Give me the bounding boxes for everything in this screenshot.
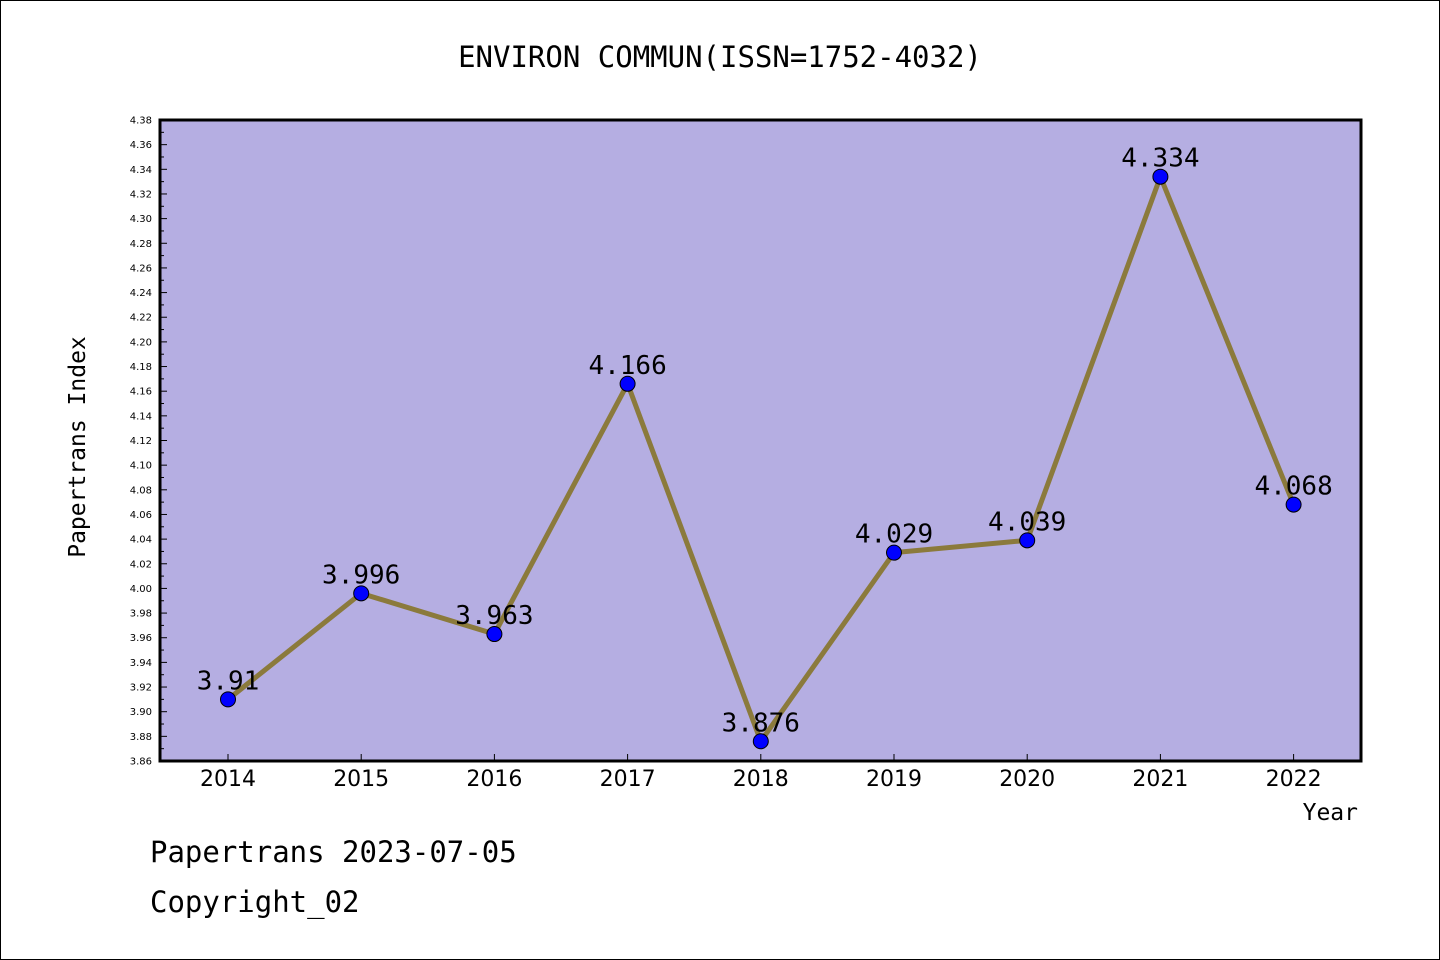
data-point bbox=[1019, 532, 1036, 549]
footer-date: Papertrans 2023-07-05 bbox=[150, 835, 517, 869]
data-point bbox=[619, 375, 636, 392]
data-label: 4.068 bbox=[1254, 472, 1332, 502]
y-tick-label: 4.14 bbox=[130, 411, 152, 422]
footer-copyright: Copyright_02 bbox=[150, 885, 360, 919]
y-tick-label: 4.28 bbox=[130, 239, 152, 250]
y-tick-label: 4.22 bbox=[130, 313, 152, 324]
x-tick-label: 2021 bbox=[1132, 767, 1188, 792]
y-tick-label: 4.32 bbox=[130, 189, 152, 200]
data-point bbox=[1285, 496, 1302, 513]
y-tick-label: 4.06 bbox=[130, 510, 152, 521]
y-tick-label: 4.10 bbox=[130, 461, 152, 472]
data-label: 4.029 bbox=[855, 520, 933, 550]
x-tick-label: 2020 bbox=[999, 767, 1055, 792]
data-point bbox=[886, 544, 902, 561]
chart-title: ENVIRON COMMUN(ISSN=1752-4032) bbox=[458, 40, 982, 74]
x-tick-label: 2014 bbox=[200, 767, 256, 792]
data-point bbox=[752, 733, 769, 750]
x-tick-label: 2022 bbox=[1266, 767, 1322, 792]
y-tick-label: 4.02 bbox=[130, 559, 152, 570]
y-tick-label: 4.00 bbox=[130, 584, 152, 595]
data-label: 3.963 bbox=[455, 601, 533, 631]
data-point bbox=[353, 585, 370, 602]
x-tick-label: 2015 bbox=[333, 767, 389, 792]
y-tick-label: 3.94 bbox=[130, 658, 152, 669]
y-tick-label: 4.18 bbox=[130, 362, 152, 373]
data-point bbox=[486, 626, 503, 643]
y-tick-label: 4.20 bbox=[130, 337, 152, 348]
y-tick-label: 3.88 bbox=[130, 732, 152, 743]
y-tick-label: 4.30 bbox=[130, 214, 152, 225]
data-label: 4.166 bbox=[588, 351, 666, 381]
data-label: 3.91 bbox=[197, 666, 260, 696]
y-tick-label: 4.04 bbox=[130, 535, 152, 546]
x-tick-label: 2018 bbox=[733, 767, 789, 792]
data-point bbox=[1152, 168, 1169, 185]
y-tick-label: 4.16 bbox=[130, 387, 152, 398]
y-tick-label: 3.92 bbox=[130, 683, 152, 694]
y-tick-label: 3.96 bbox=[130, 633, 152, 644]
data-label: 3.876 bbox=[722, 708, 800, 738]
y-tick-label: 4.26 bbox=[130, 263, 152, 274]
x-axis-label: Year bbox=[1303, 800, 1358, 826]
plot-border bbox=[158, 118, 1363, 763]
x-tick-label: 2017 bbox=[600, 767, 656, 792]
y-tick-label: 3.90 bbox=[130, 707, 152, 718]
data-label: 3.996 bbox=[322, 560, 400, 590]
y-tick-label: 4.36 bbox=[130, 140, 152, 151]
data-label: 4.039 bbox=[988, 507, 1066, 537]
y-tick-label: 4.08 bbox=[130, 485, 152, 496]
y-tick-label: 4.34 bbox=[130, 165, 152, 176]
data-label: 4.334 bbox=[1121, 144, 1199, 174]
x-tick-label: 2016 bbox=[466, 767, 522, 792]
x-tick-label: 2019 bbox=[866, 767, 922, 792]
y-tick-label: 3.98 bbox=[130, 609, 152, 620]
y-tick-label: 4.38 bbox=[130, 116, 152, 127]
y-tick-label: 4.24 bbox=[130, 288, 152, 299]
plot-area bbox=[160, 120, 1361, 761]
y-tick-label: 3.86 bbox=[130, 757, 152, 768]
data-point bbox=[220, 691, 236, 708]
y-tick-label: 4.12 bbox=[130, 436, 152, 447]
y-axis-label: Papertrans Index bbox=[65, 336, 91, 558]
